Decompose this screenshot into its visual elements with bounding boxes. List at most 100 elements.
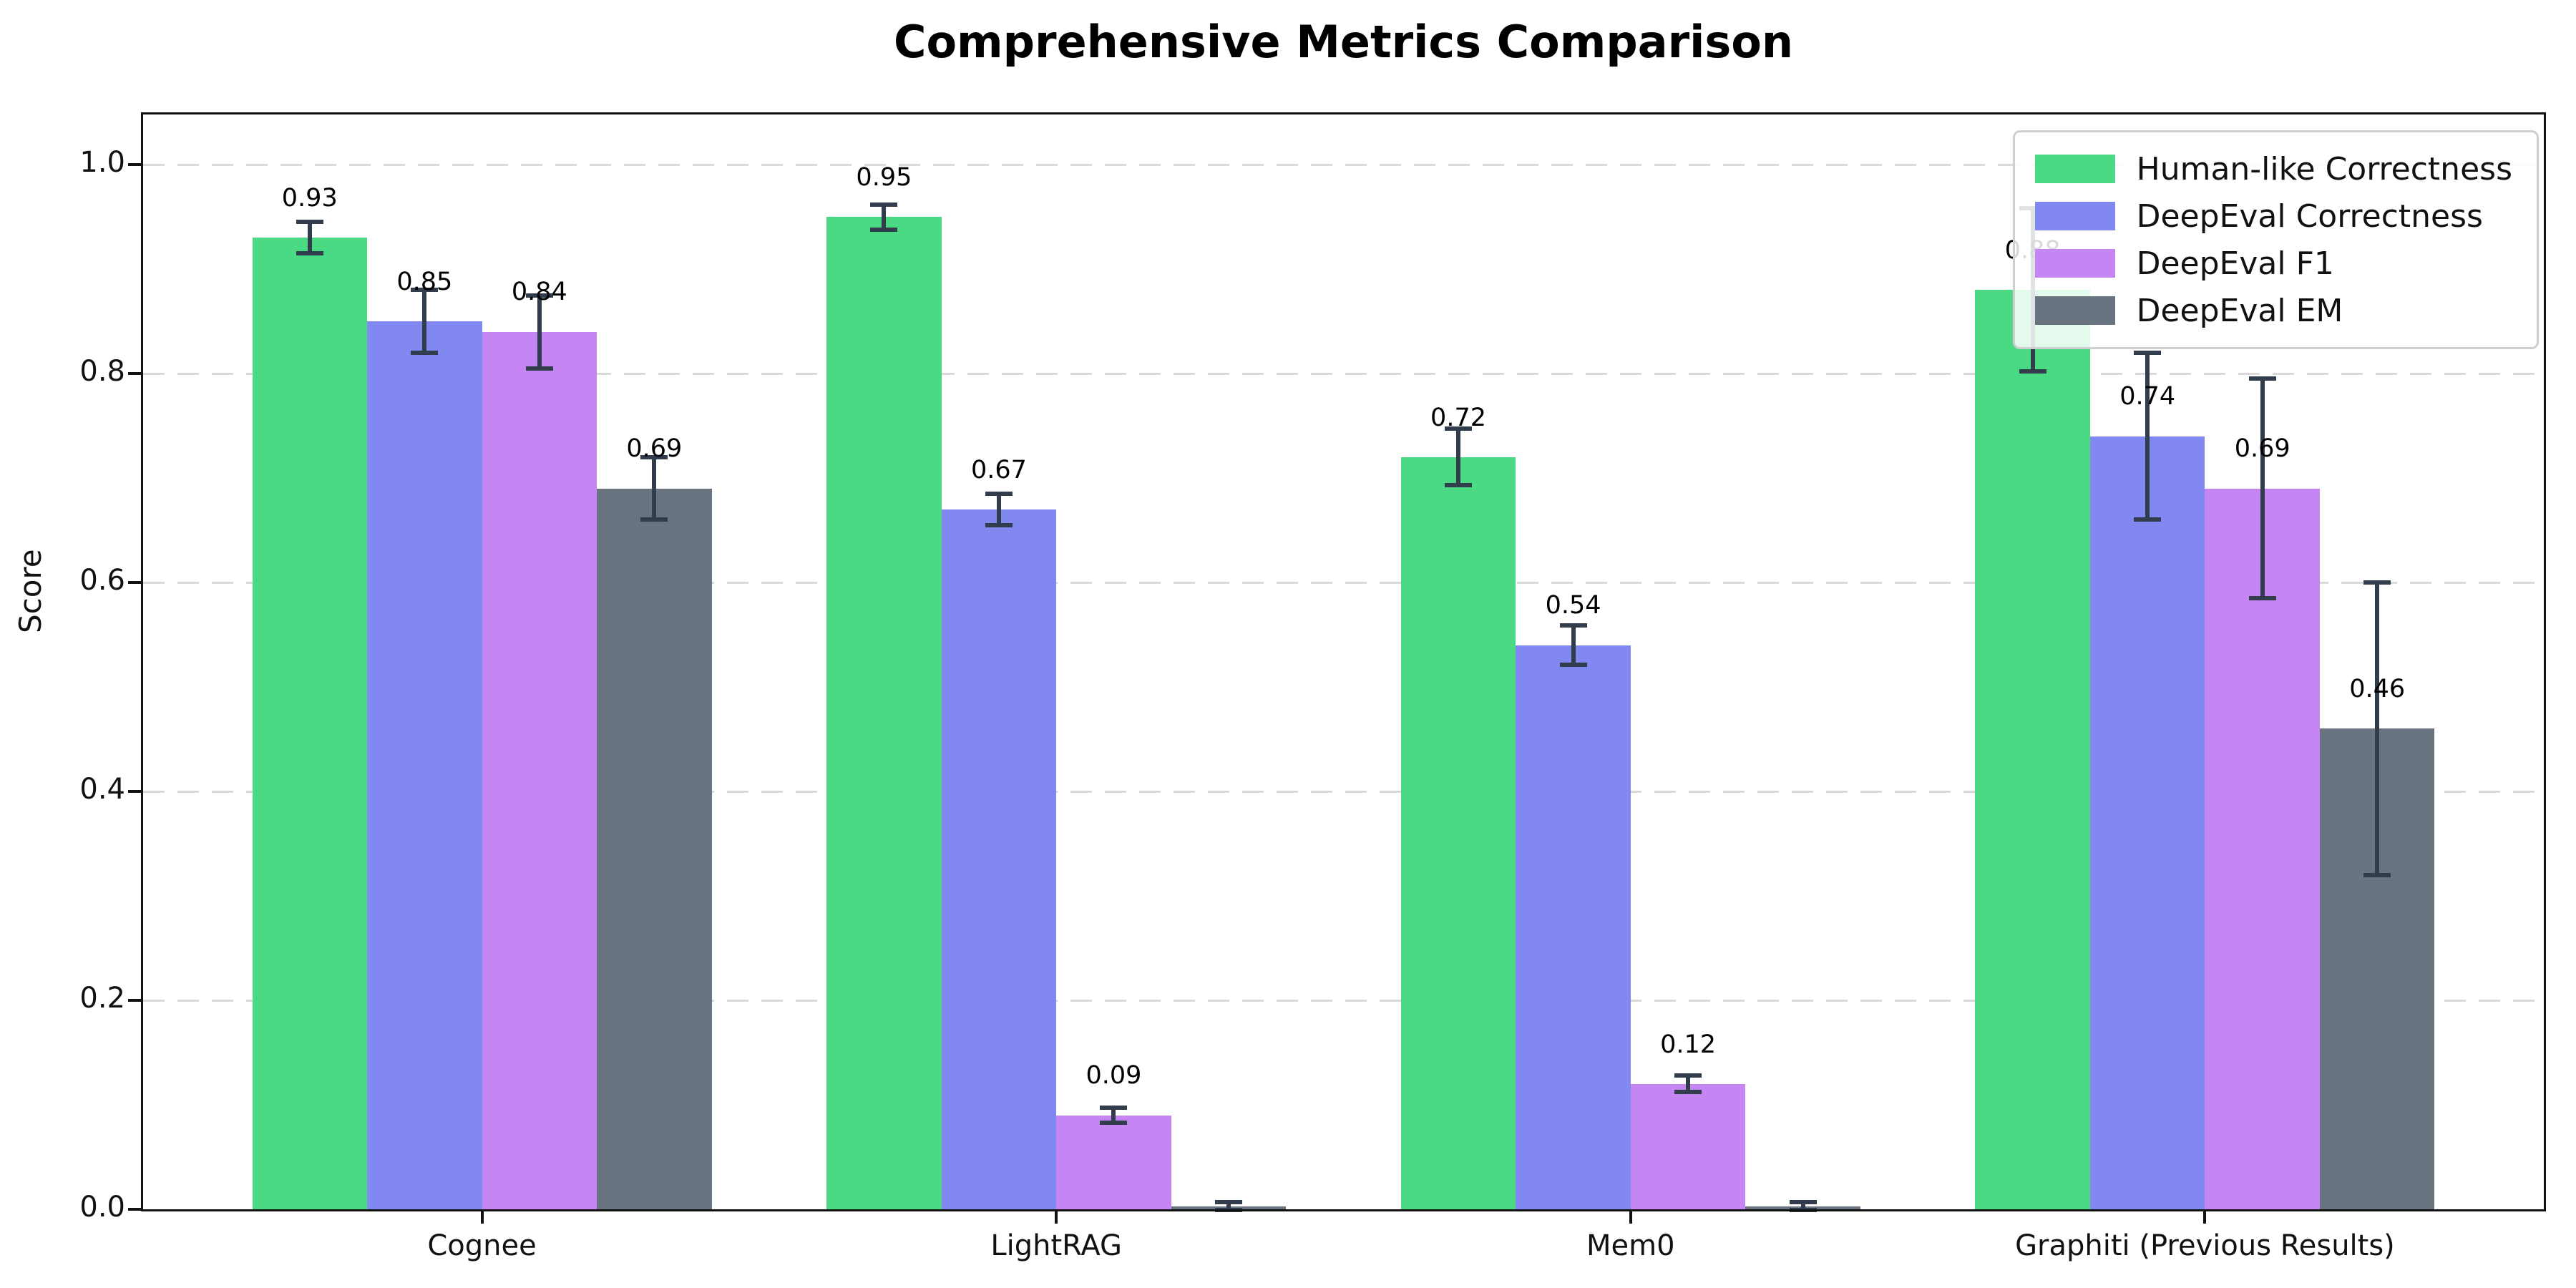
error-bar-deepeval-em-lightrag (1226, 1201, 1231, 1211)
legend-label-human-like-correctness: Human-like Correctness (2136, 150, 2512, 187)
error-cap-bottom-deepeval-f1-cognee (525, 366, 553, 371)
x-tick-mark-mem0 (1629, 1209, 1632, 1224)
error-cap-bottom-deepeval-em-lightrag (1214, 1208, 1242, 1213)
value-label-deepeval-correctness-lightrag: 0.67 (970, 455, 1027, 484)
legend-swatch-human-like-correctness (2034, 155, 2115, 183)
value-label-deepeval-correctness-mem0: 0.54 (1545, 591, 1601, 620)
error-cap-top-deepeval-em-lightrag (1214, 1199, 1242, 1204)
bar-human-like-correctness-graphiti-previous-results (1975, 290, 2090, 1209)
value-label-deepeval-f1-cognee: 0.84 (511, 278, 567, 307)
legend-label-deepeval-correctness: DeepEval Correctness (2136, 197, 2483, 235)
error-cap-bottom-deepeval-em-cognee (640, 517, 668, 522)
y-tick-mark-1.0 (128, 163, 141, 167)
bar-deepeval-correctness-lightrag (941, 509, 1057, 1209)
y-tick-mark-0.6 (128, 581, 141, 585)
error-bar-deepeval-f1-lightrag (1111, 1108, 1116, 1123)
x-tick-mark-cognee (480, 1209, 484, 1224)
error-cap-bottom-human-like-correctness-graphiti-previous-results (2019, 369, 2046, 374)
error-bar-deepeval-f1-mem0 (1686, 1075, 1691, 1093)
value-label-deepeval-correctness-cognee: 0.85 (396, 267, 453, 296)
error-cap-bottom-deepeval-correctness-cognee (411, 350, 439, 355)
gridline-1.0 (143, 163, 2544, 166)
value-label-deepeval-correctness-graphiti-previous-results: 0.74 (2119, 382, 2176, 411)
chart-title: Comprehensive Metrics Comparison (893, 16, 1794, 68)
bar-deepeval-f1-cognee (482, 331, 597, 1209)
x-tick-mark-graphiti-previous-results (2203, 1209, 2207, 1224)
error-bar-human-like-correctness-lightrag (882, 204, 887, 230)
error-cap-bottom-human-like-correctness-lightrag (870, 227, 898, 232)
x-tick-mark-lightrag (1055, 1209, 1058, 1224)
gridline-0.4 (143, 790, 2544, 793)
error-bar-deepeval-correctness-cognee (422, 290, 427, 353)
error-bar-deepeval-correctness-graphiti-previous-results (2145, 352, 2150, 520)
value-label-human-like-correctness-mem0: 0.72 (1430, 403, 1486, 432)
error-cap-bottom-human-like-correctness-cognee (296, 251, 323, 256)
error-cap-top-deepeval-correctness-mem0 (1559, 623, 1587, 628)
legend-swatch-deepeval-correctness (2034, 202, 2115, 230)
error-bar-human-like-correctness-mem0 (1456, 429, 1461, 486)
legend-item-deepeval-f1: DeepEval F1 (2034, 240, 2512, 287)
bar-human-like-correctness-cognee (252, 238, 368, 1209)
value-label-deepeval-em-graphiti-previous-results: 0.46 (2349, 675, 2406, 704)
legend: Human-like Correctness DeepEval Correctne… (2012, 130, 2539, 349)
y-tick-label-0.6: 0.6 (79, 564, 125, 597)
y-tick-label-0.8: 0.8 (79, 355, 125, 389)
error-cap-bottom-deepeval-em-mem0 (1789, 1208, 1817, 1213)
legend-label-deepeval-em: DeepEval EM (2136, 292, 2343, 329)
bar-deepeval-correctness-graphiti-previous-results (2089, 436, 2205, 1209)
error-bar-deepeval-em-cognee (652, 457, 657, 520)
x-tick-label-graphiti-previous-results: Graphiti (Previous Results) (2015, 1229, 2395, 1262)
value-label-deepeval-f1-lightrag: 0.09 (1085, 1061, 1142, 1091)
error-cap-bottom-deepeval-f1-mem0 (1674, 1090, 1702, 1095)
error-cap-top-deepeval-correctness-lightrag (985, 491, 1013, 496)
x-tick-label-lightrag: LightRAG (990, 1229, 1122, 1262)
error-cap-top-human-like-correctness-lightrag (870, 202, 898, 207)
error-cap-top-deepeval-f1-mem0 (1674, 1073, 1702, 1078)
y-tick-label-0.0: 0.0 (79, 1191, 125, 1224)
legend-item-deepeval-correctness: DeepEval Correctness (2034, 192, 2512, 240)
legend-swatch-deepeval-f1 (2034, 249, 2115, 278)
gridline-0.2 (143, 999, 2544, 1002)
error-cap-top-deepeval-correctness-graphiti-previous-results (2134, 350, 2162, 355)
value-label-deepeval-em-cognee: 0.69 (626, 434, 683, 464)
gridline-0.6 (143, 581, 2544, 584)
error-cap-top-deepeval-em-cognee (640, 454, 668, 459)
bar-deepeval-correctness-cognee (367, 321, 482, 1209)
error-cap-top-deepeval-f1-graphiti-previous-results (2248, 376, 2276, 381)
bar-deepeval-f1-graphiti-previous-results (2205, 488, 2320, 1209)
value-label-deepeval-f1-graphiti-previous-results: 0.69 (2234, 434, 2290, 464)
legend-item-human-like-correctness: Human-like Correctness (2034, 145, 2512, 192)
error-cap-top-deepeval-em-mem0 (1789, 1199, 1817, 1204)
error-cap-top-deepeval-correctness-cognee (411, 288, 439, 293)
y-tick-mark-0.4 (128, 790, 141, 794)
error-bar-deepeval-em-mem0 (1800, 1201, 1805, 1211)
error-cap-top-deepeval-f1-lightrag (1100, 1106, 1128, 1111)
y-tick-label-1.0: 1.0 (79, 146, 125, 180)
x-tick-label-cognee: Cognee (427, 1229, 537, 1262)
bar-deepeval-f1-mem0 (1630, 1083, 1746, 1209)
error-cap-top-human-like-correctness-mem0 (1445, 426, 1473, 431)
bar-deepeval-correctness-mem0 (1516, 645, 1631, 1209)
error-cap-bottom-human-like-correctness-mem0 (1445, 483, 1473, 488)
error-cap-bottom-deepeval-em-graphiti-previous-results (2363, 872, 2391, 877)
gridline-0.8 (143, 372, 2544, 375)
y-tick-mark-0.0 (128, 1208, 141, 1211)
bar-human-like-correctness-mem0 (1400, 457, 1516, 1209)
bar-deepeval-em-cognee (597, 488, 712, 1209)
value-label-human-like-correctness-cognee: 0.93 (281, 184, 338, 213)
error-cap-bottom-deepeval-f1-graphiti-previous-results (2248, 595, 2276, 600)
error-cap-top-human-like-correctness-cognee (296, 220, 323, 225)
error-bar-deepeval-f1-graphiti-previous-results (2260, 379, 2265, 598)
legend-swatch-deepeval-em (2034, 296, 2115, 325)
error-cap-top-deepeval-em-graphiti-previous-results (2363, 580, 2391, 585)
x-tick-label-mem0: Mem0 (1586, 1229, 1675, 1262)
error-cap-bottom-deepeval-correctness-mem0 (1559, 663, 1587, 668)
error-bar-deepeval-correctness-mem0 (1571, 625, 1576, 665)
y-tick-label-0.2: 0.2 (79, 982, 125, 1015)
error-cap-top-deepeval-f1-cognee (525, 293, 553, 298)
error-bar-deepeval-f1-cognee (537, 295, 542, 369)
error-cap-bottom-deepeval-f1-lightrag (1100, 1120, 1128, 1125)
bar-deepeval-f1-lightrag (1056, 1115, 1171, 1209)
legend-item-deepeval-em: DeepEval EM (2034, 287, 2512, 334)
y-tick-mark-0.2 (128, 999, 141, 1002)
